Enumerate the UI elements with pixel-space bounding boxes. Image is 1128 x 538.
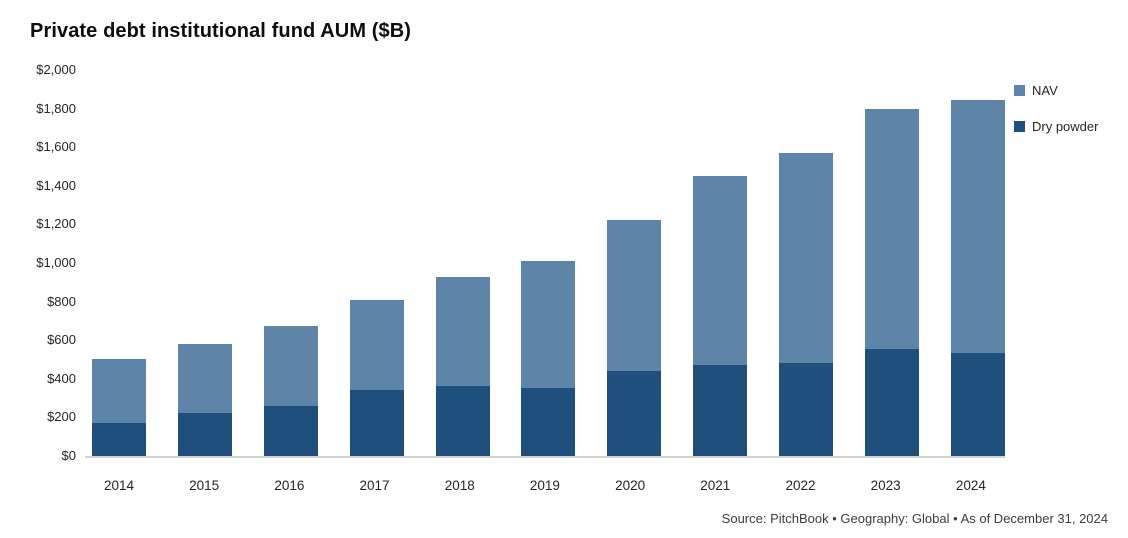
bar-2015 [177,70,232,456]
x-tick-label: 2019 [529,478,560,493]
y-tick-label: $1,000 [36,255,76,270]
bar-segment-dry-powder [865,348,920,456]
bar-2024 [950,70,1005,456]
y-tick-label: $0 [61,448,76,463]
bar-2019 [521,70,576,456]
bar-segment-dry-powder [92,423,146,456]
legend-swatch-nav [1014,85,1025,96]
bar-segment-nav [693,176,748,366]
bar-segment-dry-powder [607,371,662,456]
legend-label: NAV [1032,83,1058,98]
x-tick-label: 2015 [189,478,220,493]
legend-swatch-dry-powder [1014,121,1025,132]
y-tick-label: $2,000 [36,62,76,77]
legend-item-nav: NAV [1014,83,1098,98]
bar-2014 [92,70,146,456]
bar-segment-nav [349,299,404,391]
bar-2020 [607,70,662,456]
x-tick-label: 2023 [870,478,901,493]
bar-segment-nav [865,108,920,349]
y-tick-label: $400 [47,370,76,386]
bar-segment-nav [92,358,146,424]
bar-segment-nav [263,325,318,406]
bar-segment-dry-powder [435,385,490,456]
x-tick-label: 2017 [359,478,390,493]
bar-segment-dry-powder [177,412,232,456]
x-tick-label: 2022 [785,478,816,493]
y-tick-label: $1,800 [36,100,76,116]
bar-segment-nav [607,219,662,372]
bar-segment-nav [521,261,576,388]
bar-segment-dry-powder [263,405,318,456]
legend-item-dry-powder: Dry powder [1014,119,1098,134]
bar-segment-nav [950,99,1005,353]
x-tick-label: 2018 [444,478,475,493]
x-tick-label: 2021 [700,478,731,493]
legend-label: Dry powder [1032,119,1099,134]
bar-segment-dry-powder [693,365,748,456]
bar-2017 [349,70,404,456]
x-tick-label: 2020 [615,478,646,493]
y-axis: $0 $200 $400 $600 $800 $1,000 $1,200 $1,400 $1,6… [0,0,76,538]
y-tick-label: $600 [47,332,76,348]
y-tick-label: $800 [47,293,76,309]
bar-2023 [865,70,920,456]
bar-segment-nav [779,153,834,364]
y-tick-label: $1,400 [36,177,76,193]
legend: NAV Dry powder [1014,83,1098,134]
y-tick-label: $200 [47,409,76,425]
bar-2022 [779,70,834,456]
x-tick-label: 2016 [274,478,305,493]
bar-segment-dry-powder [349,390,404,456]
bar-segment-nav [177,344,232,413]
bar-2016 [263,70,318,456]
bar-2018 [435,70,490,456]
x-tick-label: 2014 [103,478,135,493]
y-tick-label: $1,200 [36,216,76,232]
y-tick-label: $1,600 [36,139,76,155]
x-tick-label: 2024 [955,478,986,493]
bar-segment-dry-powder [779,363,834,456]
source-note: Source: PitchBook • Geography: Global • … [721,511,1108,526]
chart-title: Private debt institutional fund AUM ($B) [30,20,412,42]
bar-2021 [693,70,748,456]
bar-segment-dry-powder [521,387,576,456]
plot-area [85,70,1005,458]
x-axis: 2014 2015 2016 2017 2018 2019 2020 2021 2022 2023… [85,478,998,493]
bar-segment-nav [435,276,490,386]
bar-segment-dry-powder [950,352,1005,456]
